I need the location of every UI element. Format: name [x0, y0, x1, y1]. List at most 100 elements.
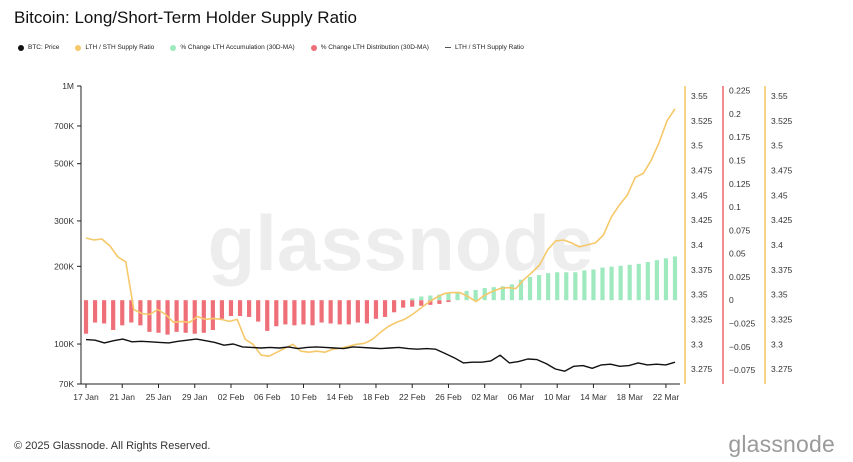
right-axis-ratio-2-tick-label: 3.275	[771, 364, 793, 374]
legend-swatch	[75, 44, 82, 51]
legend-item-btc-price[interactable]: BTC: Price	[18, 44, 59, 51]
brand-logo: glassnode	[728, 431, 835, 457]
right-axis-ratio-tick-label: 3.45	[691, 190, 708, 200]
legend-item-accumulation[interactable]: % Change LTH Accumulation (30D-MA)	[170, 44, 295, 51]
distribution-bar	[364, 300, 370, 324]
accumulation-bar	[509, 284, 514, 301]
accumulation-bar	[600, 267, 605, 301]
right-axis-ratio-2-tick-label: 3.4	[771, 240, 783, 250]
distribution-bar	[373, 300, 379, 319]
left-axis-tick-label: 700K	[54, 121, 74, 131]
btc-price-line	[85, 338, 676, 372]
legend-label: LTH / STH Supply Ratio	[454, 44, 524, 51]
distribution-bar	[428, 300, 433, 305]
distribution-bar	[228, 300, 234, 317]
legend-swatch	[310, 44, 317, 51]
accumulation-bar	[672, 256, 678, 301]
accumulation-bar	[473, 289, 478, 301]
chart-title: Bitcoin: Long/Short-Term Holder Supply R…	[14, 8, 357, 27]
distribution-bar	[310, 300, 315, 326]
accumulation-bar	[591, 269, 596, 301]
distribution-bar	[446, 300, 451, 303]
right-axis-pct-change-tick-label: 0.225	[729, 86, 751, 96]
legend-swatch	[444, 47, 451, 48]
right-axis-ratio-tick-label: 3.3	[691, 339, 703, 349]
right-axis-pct-change-tick-label: 0.2	[729, 109, 741, 119]
distribution-bar	[247, 300, 252, 317]
right-axis-ratio-tick-label: 3.325	[691, 314, 713, 324]
legend-item-ratio[interactable]: LTH / STH Supply Ratio	[75, 44, 154, 51]
left-axis-tick-label: 1M	[62, 81, 74, 91]
accumulation-bar	[627, 264, 632, 301]
accumulation-bar	[564, 272, 569, 301]
distribution-bar	[201, 300, 206, 333]
distribution-bar	[346, 300, 351, 325]
legend-label: LTH / STH Supply Ratio	[85, 44, 155, 51]
accumulation-bar	[419, 296, 424, 301]
distribution-bar	[283, 300, 288, 325]
accumulation-bar	[536, 275, 542, 301]
right-axis-ratio-tick-label: 3.275	[691, 364, 713, 374]
right-axis-pct-change-tick-label: 0.1	[729, 202, 741, 212]
right-axis-ratio-tick-label: 3.425	[691, 215, 713, 225]
accumulation-bar	[546, 273, 551, 301]
distribution-bar	[319, 300, 324, 323]
right-axis-pct-change-tick-label: 0	[729, 295, 734, 305]
copyright-footer: © 2025 Glassnode. All Rights Reserved.	[14, 440, 211, 452]
distribution-bar	[102, 300, 107, 324]
distribution-bar	[183, 300, 188, 333]
x-axis-tick-label: 18 Feb	[363, 392, 390, 402]
distribution-bar	[419, 300, 424, 306]
right-axis-ratio-2-tick-label: 3.475	[771, 165, 793, 175]
distribution-bar	[391, 300, 397, 313]
accumulation-bar	[636, 263, 641, 301]
legend-swatch	[170, 44, 177, 51]
right-axis-ratio-2-tick-label: 3.5	[771, 141, 783, 151]
left-axis-tick-label: 70K	[59, 379, 74, 389]
x-axis-tick-label: 14 Mar	[580, 392, 607, 402]
x-axis-tick-label: 21 Jan	[109, 392, 135, 402]
accumulation-bar	[491, 287, 496, 301]
distribution-bar	[156, 300, 161, 333]
right-axis-pct-change-tick-label: 0.15	[729, 156, 746, 166]
distribution-bar	[301, 300, 306, 325]
x-axis-tick-label: 18 Mar	[616, 392, 643, 402]
distribution-bar	[210, 300, 215, 330]
accumulation-bar	[455, 291, 460, 301]
chart-legend: BTC: Price LTH / STH Supply Ratio % Chan…	[18, 44, 524, 51]
left-axis-tick-label: 500K	[54, 159, 74, 169]
legend-label: % Change LTH Distribution (30D-MA)	[320, 44, 429, 51]
watermark-text: glassnode	[208, 199, 594, 287]
accumulation-bar	[609, 266, 614, 301]
x-axis-tick-label: 06 Mar	[508, 392, 535, 402]
legend-item-distribution[interactable]: % Change LTH Distribution (30D-MA)	[310, 44, 429, 51]
accumulation-bar	[482, 288, 487, 301]
accumulation-bar	[410, 298, 415, 301]
left-axis-tick-label: 200K	[54, 261, 74, 271]
right-axis-pct-change-tick-label: 0.075	[729, 225, 751, 235]
legend-item-ratio-line[interactable]: LTH / STH Supply Ratio	[444, 44, 524, 51]
accumulation-bar	[582, 270, 587, 301]
distribution-bar	[111, 300, 116, 330]
right-axis-ratio-tick-label: 3.55	[691, 91, 708, 101]
x-axis-tick-label: 10 Mar	[544, 392, 571, 402]
accumulation-bar	[428, 295, 433, 301]
x-axis-tick-label: 06 Feb	[254, 392, 281, 402]
accumulation-bar	[500, 286, 505, 301]
right-axis-ratio-2-tick-label: 3.3	[771, 339, 783, 349]
right-axis-ratio-tick-label: 3.4	[691, 240, 703, 250]
left-axis-tick-label: 100K	[54, 339, 74, 349]
distribution-bar	[265, 300, 270, 331]
right-axis-ratio-2-tick-label: 3.525	[771, 116, 793, 126]
distribution-bar	[237, 300, 243, 317]
accumulation-bar	[518, 279, 524, 301]
distribution-bar	[219, 300, 225, 319]
right-axis-ratio-2-tick-label: 3.425	[771, 215, 793, 225]
left-axis-tick-label: 300K	[54, 216, 74, 226]
accumulation-bar	[437, 294, 442, 301]
distribution-bar	[337, 300, 342, 325]
distribution-bar	[401, 300, 406, 308]
distribution-bar	[382, 300, 388, 317]
accumulation-bar	[654, 260, 659, 301]
